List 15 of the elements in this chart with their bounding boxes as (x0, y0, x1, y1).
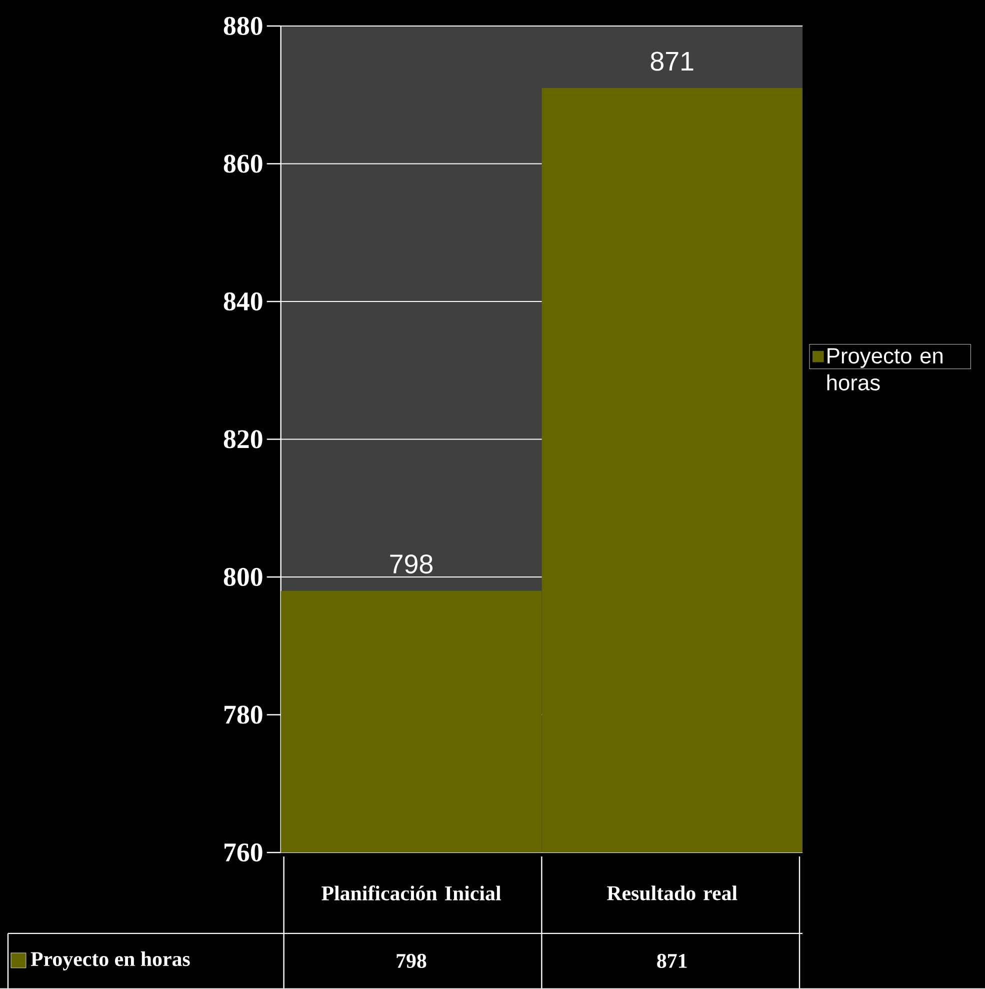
y-tick-label: 880 (224, 16, 262, 36)
y-tick-label: 820 (224, 430, 262, 448)
y-tick-label: 840 (224, 292, 262, 311)
y-tick-label: 780 (224, 706, 262, 724)
data-label: 871 (656, 954, 686, 968)
y-tick-label: 800 (224, 568, 262, 586)
data-label: 798 (396, 954, 426, 968)
x-tick-label: Resultado real (606, 886, 737, 900)
text: 798 (390, 554, 432, 574)
text: Proyecto en horas (30, 951, 190, 970)
text: 871 (650, 52, 694, 71)
y-tick-label: 860 (224, 154, 262, 173)
y-tick-label: 760 (224, 843, 262, 862)
x-tick-label: Planificación Inicial (321, 885, 501, 900)
legend-label: Proyecto en horas (827, 348, 942, 390)
